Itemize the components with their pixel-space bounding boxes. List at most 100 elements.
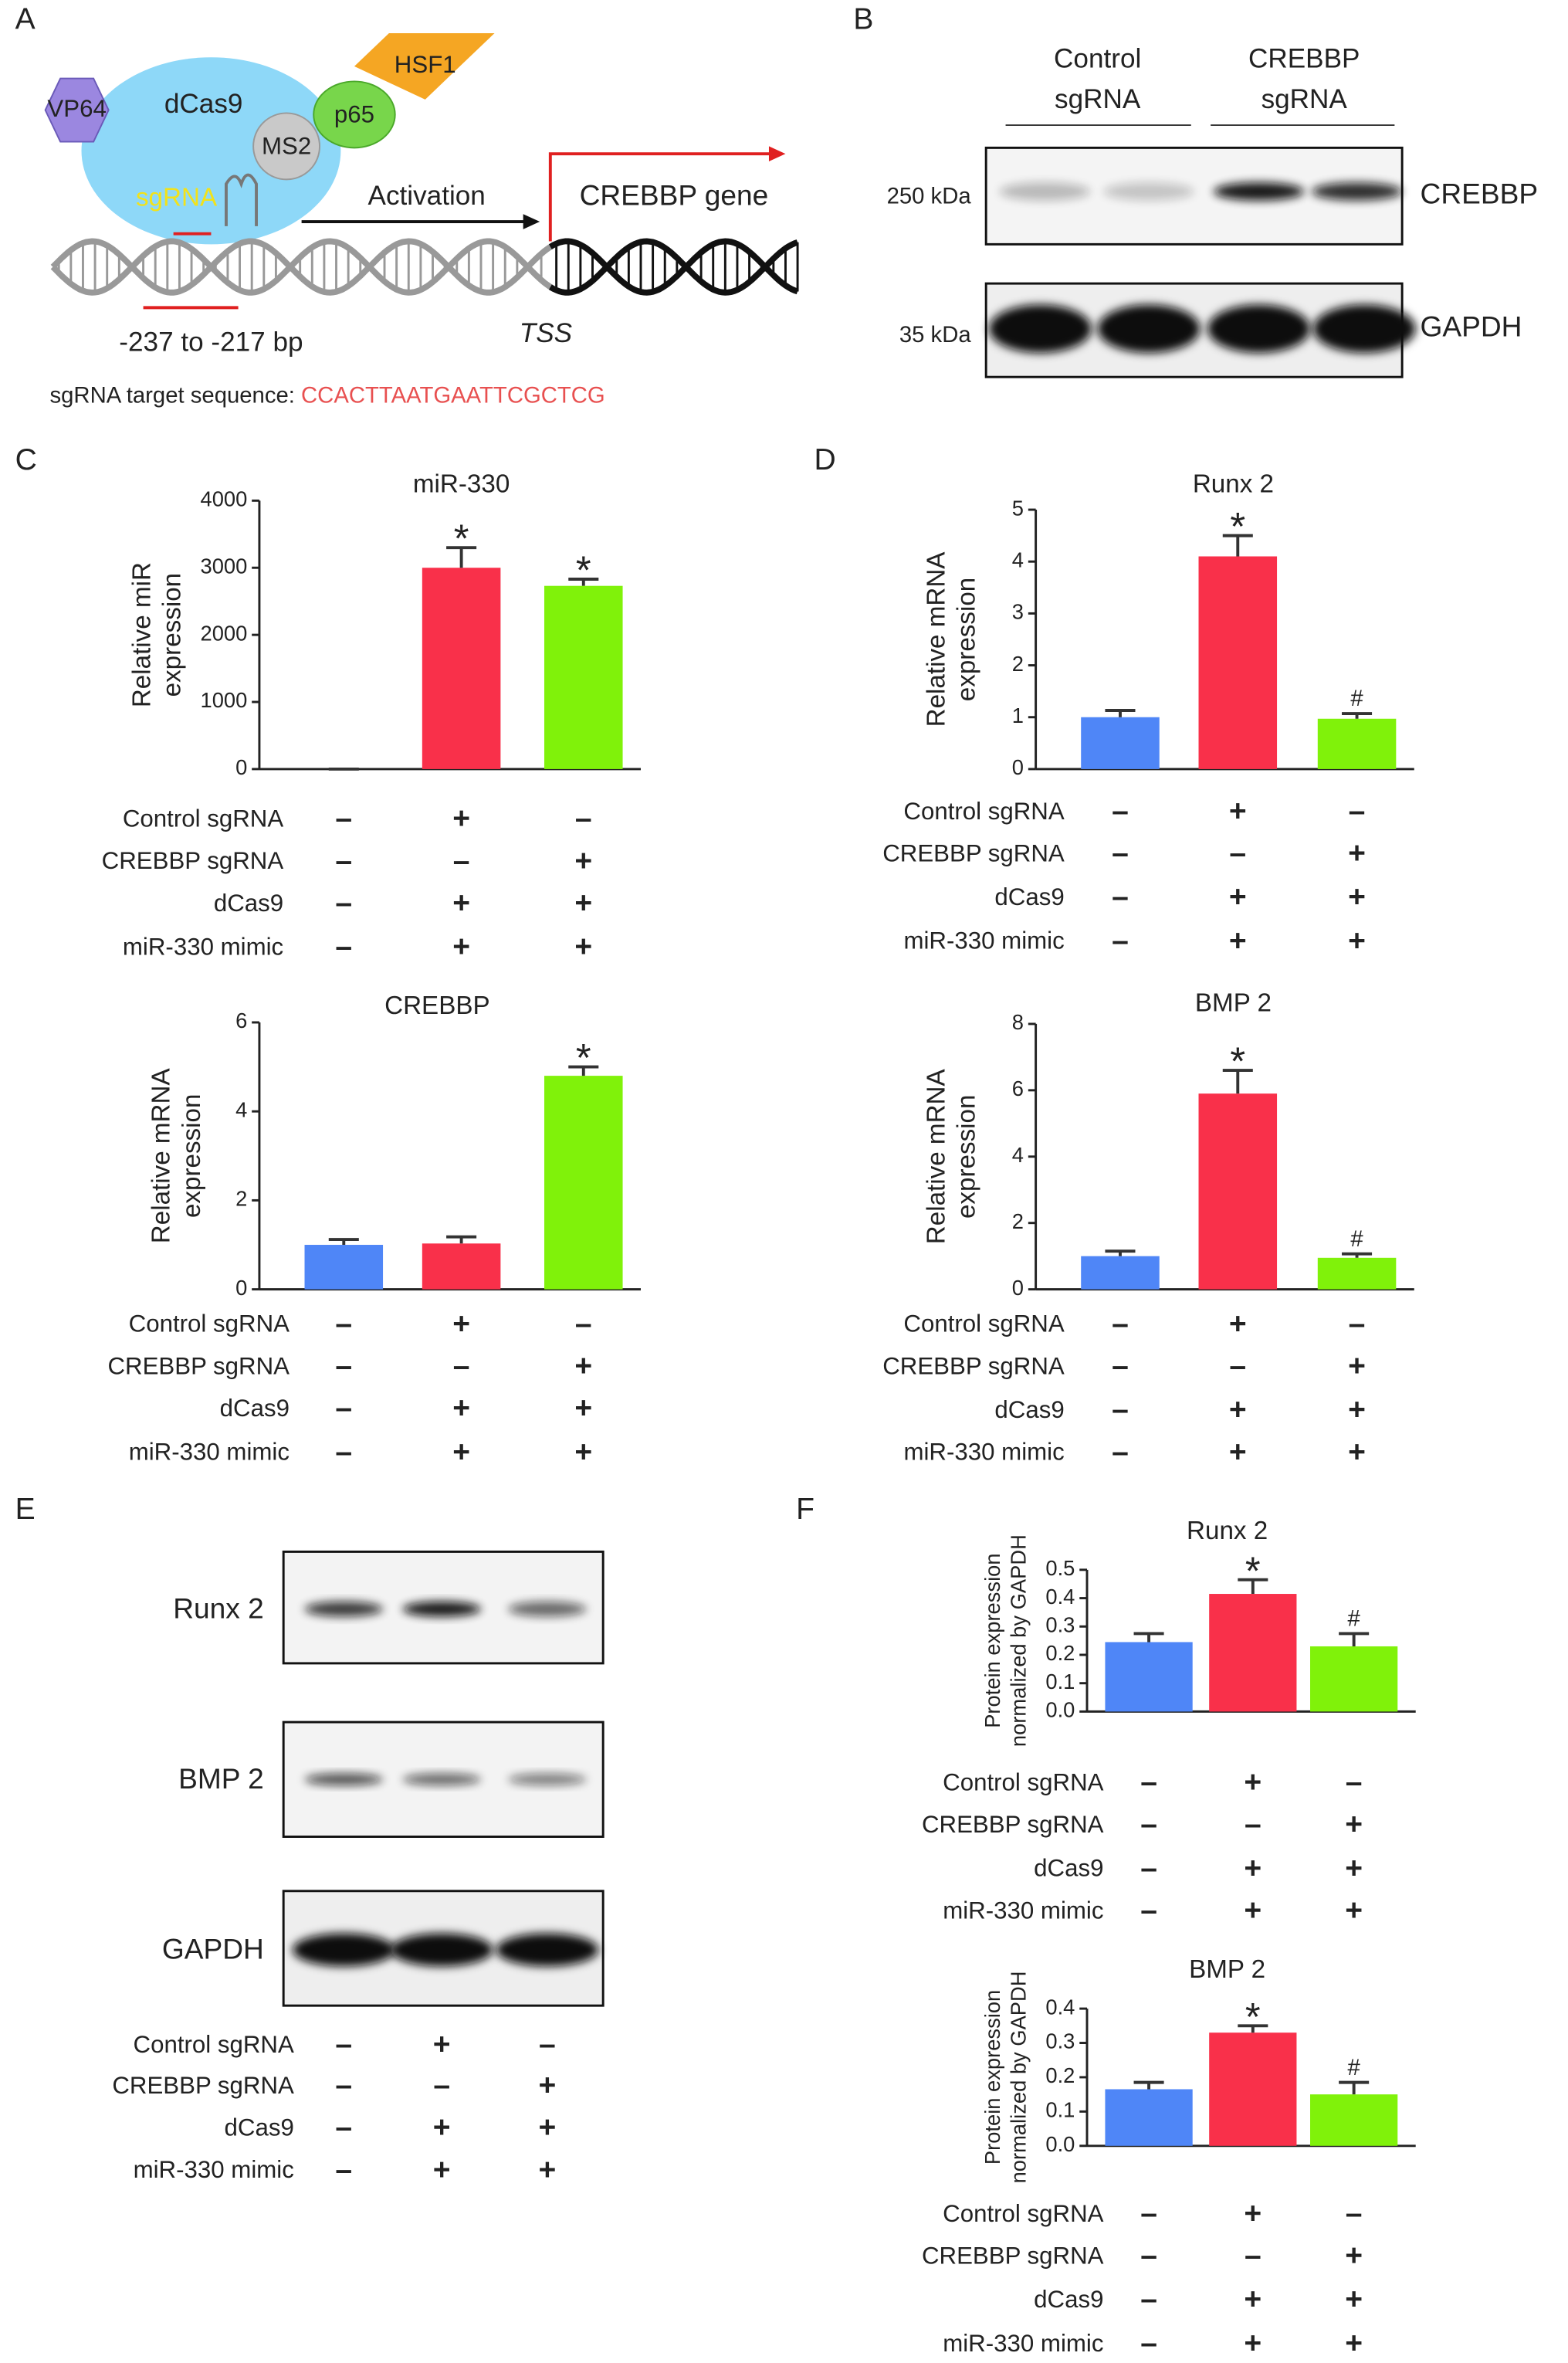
bar [1209, 1594, 1297, 1712]
condition-sign: + [452, 1436, 470, 1469]
condition-sign: – [335, 2069, 352, 2102]
error-bar [1342, 1252, 1373, 1258]
significance-label: * [576, 548, 591, 592]
condition-sign: + [1244, 1852, 1262, 1885]
lane-label: sgRNA [1055, 84, 1141, 114]
y-axis-label-line: Relative mRNA [922, 1069, 950, 1245]
error-bar [568, 578, 599, 586]
error-bar [568, 1065, 599, 1076]
band [496, 1933, 599, 1967]
bar [544, 585, 623, 769]
condition-sign: – [335, 931, 352, 964]
y-tick-label: 0.3 [1045, 2029, 1075, 2053]
y-tick-label: 2 [1012, 652, 1024, 676]
condition-sign: – [1112, 1307, 1129, 1341]
y-tick-label: 0.3 [1045, 1612, 1075, 1636]
condition-sign: – [1245, 2239, 1262, 2273]
dcas9-shape [81, 57, 341, 245]
y-tick-label: 1000 [201, 688, 248, 712]
y-tick-label: 0.4 [1045, 1995, 1075, 2019]
strand [548, 238, 799, 296]
significance-label: # [1348, 1606, 1361, 1632]
y-tick-label: 0.0 [1045, 1698, 1075, 1722]
y-axis-label-line: normalized by GAPDH [1006, 1534, 1030, 1747]
significance-label: * [1245, 1548, 1261, 1592]
strand [50, 238, 553, 296]
condition-sign: – [453, 844, 470, 877]
bar [1105, 1642, 1193, 1712]
condition-sign: – [1349, 795, 1366, 828]
band [1312, 304, 1416, 353]
arrow-head [768, 146, 786, 161]
condition-sign: + [574, 931, 592, 964]
condition-sign: – [1140, 1852, 1157, 1885]
condition-sign: – [335, 1392, 352, 1425]
condition-sign: + [1229, 1436, 1247, 1469]
y-axis-label-line: expression [157, 573, 186, 697]
blot-b: Control sgRNA CREBBP sgRNA 250 kDa 35 kD… [887, 43, 1538, 378]
condition-sign: + [1348, 1436, 1366, 1469]
y-axis-label-line: normalized by GAPDH [1006, 1971, 1030, 2183]
condition-sign: – [575, 802, 592, 836]
chart-title: Runx 2 [1187, 1517, 1268, 1545]
protein-label: Runx 2 [173, 1592, 264, 1624]
condition-sign: + [1244, 1893, 1262, 1927]
y-tick-label: 4 [1012, 548, 1024, 571]
condition-sign: + [1348, 837, 1366, 870]
condition-sign: + [1345, 2283, 1363, 2316]
condition-sign: – [335, 2028, 352, 2061]
ms2-shape [252, 112, 321, 181]
tss-arrow [548, 152, 772, 242]
condition-sign: + [1229, 924, 1247, 958]
error-bar [1133, 1632, 1164, 1643]
error-bar [446, 1235, 477, 1244]
lane-label: sgRNA [1262, 84, 1348, 114]
band [304, 1773, 384, 1786]
arrow-head [523, 214, 540, 229]
y-tick-label: 4 [235, 1097, 247, 1121]
y-axis-label: Relative mRNA expression [147, 1068, 206, 1244]
band [508, 1773, 587, 1786]
error-bar [1105, 709, 1136, 717]
y-axis-label: Protein expression normalized by GAPDH [980, 1534, 1030, 1747]
condition-sign: + [1345, 2239, 1363, 2273]
bar [1310, 2094, 1398, 2146]
bar-chart: Runx 2 Protein expression normalized by GA… [980, 1517, 1416, 1747]
condition-sign: + [539, 2111, 557, 2144]
band [304, 1601, 384, 1617]
gene-label: CREBBP gene [580, 179, 769, 212]
condition-label: dCas9 [220, 1395, 290, 1422]
y-tick-label: 0.4 [1045, 1585, 1075, 1609]
sgrna-hairpin [225, 173, 258, 226]
y-tick-label: 0.2 [1045, 1641, 1075, 1665]
condition-sign: – [1346, 2197, 1363, 2230]
hsf1-shape [354, 32, 495, 100]
condition-label: CREBBP sgRNA [112, 2072, 294, 2099]
condition-sign: – [1229, 837, 1246, 870]
condition-sign: + [1348, 924, 1366, 958]
condition-sign: + [1229, 795, 1247, 828]
p65-label: p65 [334, 101, 374, 128]
significance-label: * [1230, 1039, 1245, 1083]
error-bar [1238, 2024, 1268, 2033]
condition-label: CREBBP sgRNA [107, 1352, 290, 1379]
y-tick-label: 6 [1012, 1076, 1024, 1100]
p65-shape [313, 80, 396, 149]
condition-label: Control sgRNA [943, 1768, 1103, 1795]
target-line: sgRNA target sequence: CCACTTAATGAATTCGC… [49, 382, 605, 408]
bar [544, 1076, 623, 1290]
condition-sign: – [335, 1436, 352, 1469]
y-axis-label: Relative miR expression [127, 562, 186, 707]
condition-label: Control sgRNA [129, 1310, 290, 1337]
y-axis-label-line: Protein expression [980, 1553, 1004, 1727]
y-axis-label-line: expression [953, 578, 981, 701]
condition-sign: – [1112, 924, 1129, 958]
condition-sign: – [335, 2111, 352, 2144]
y-tick-label: 0 [1012, 755, 1024, 779]
panel-label: F [796, 1493, 814, 1526]
vp64-label: VP64 [47, 95, 106, 122]
condition-label: miR-330 mimic [123, 934, 283, 961]
condition-sign: + [452, 887, 470, 920]
condition-label: CREBBP sgRNA [882, 1352, 1065, 1379]
panel-label: B [853, 3, 873, 36]
